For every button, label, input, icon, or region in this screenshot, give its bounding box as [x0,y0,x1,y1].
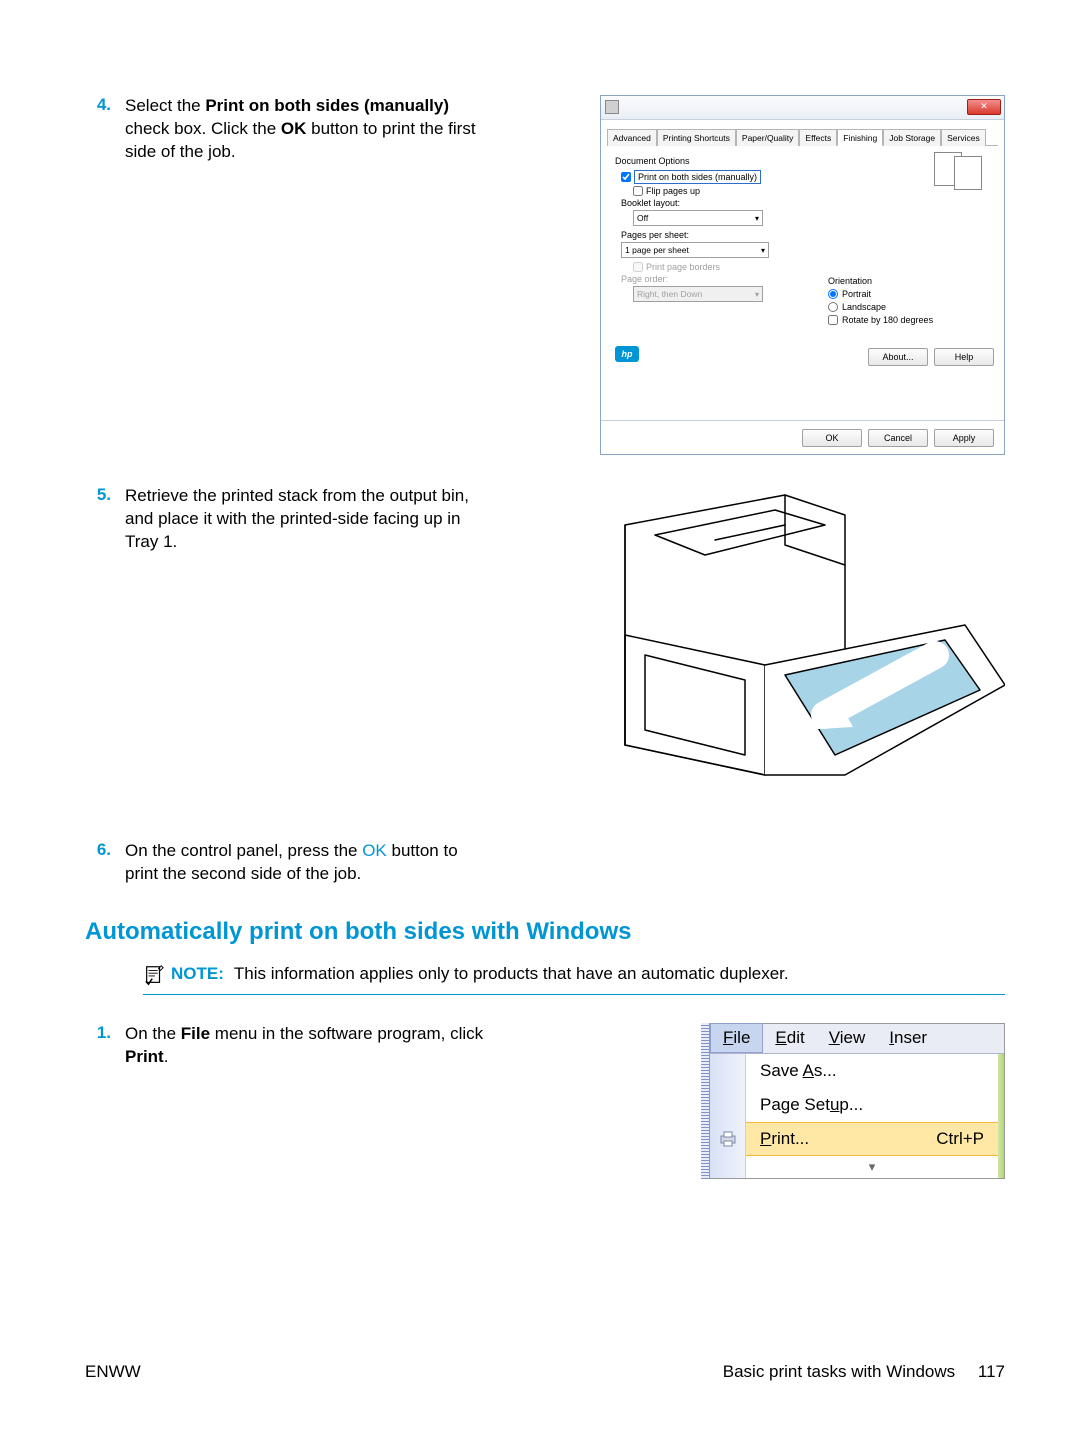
tab-shortcuts[interactable]: Printing Shortcuts [657,129,736,146]
print-borders-checkbox [633,262,643,272]
step-5-row: 5. Retrieve the printed stack from the o… [85,485,1005,810]
close-button[interactable]: ✕ [967,99,1001,115]
note-icon [143,964,165,986]
page-preview-icon [934,152,986,194]
print-icon [718,1130,738,1148]
tab-effects[interactable]: Effects [799,129,837,146]
portrait-radio[interactable] [828,289,838,299]
orientation-label: Orientation [828,276,988,286]
flip-pages-label: Flip pages up [646,186,700,196]
step-1b-text: On the File menu in the software program… [125,1023,490,1069]
step-4-row: 4. Select the Print on both sides (manua… [85,95,1005,455]
tab-finishing[interactable]: Finishing [837,129,883,146]
file-dropdown: Save As... Page Setup... [710,1054,1004,1178]
landscape-radio[interactable] [828,302,838,312]
booklet-layout-combo[interactable]: Off▾ [633,210,763,226]
rotate-checkbox[interactable] [828,315,838,325]
tab-advanced[interactable]: Advanced [607,129,657,146]
apply-button[interactable]: Apply [934,429,994,447]
note-row: NOTE: This information applies only to p… [143,964,1005,995]
step-1b-number: 1. [85,1023,125,1043]
printer-illustration [585,485,1005,810]
help-button[interactable]: Help [934,348,994,366]
footer-page-number: 117 [978,1362,1005,1381]
step-5-text: Retrieve the printed stack from the outp… [125,485,490,554]
dialog-titlebar: ✕ [601,96,1004,120]
page-footer: ENWW Basic print tasks with Windows 117 [85,1362,1005,1382]
dialog-body: Document Options Print on both sides (ma… [601,146,1004,406]
menu-item-page-setup[interactable]: Page Setup... [710,1088,998,1122]
note-text: This information applies only to product… [234,964,789,984]
print-both-sides-checkbox[interactable] [621,172,631,182]
print-borders-label: Print page borders [646,262,720,272]
menu-view[interactable]: View [817,1024,878,1052]
portrait-label: Portrait [842,289,871,299]
landscape-row[interactable]: Landscape [828,302,988,312]
tab-services[interactable]: Services [941,129,986,146]
dialog-footer: OK Cancel Apply [601,420,1004,454]
rotate-label: Rotate by 180 degrees [842,315,933,325]
printer-icon [605,100,619,114]
print-borders-row: Print page borders [633,262,990,272]
print-dialog: ✕ Advanced Printing Shortcuts Paper/Qual… [600,95,1005,455]
orientation-group: Orientation Portrait Landscape Rotate by… [828,276,988,328]
pages-per-sheet-label: Pages per sheet: [621,230,990,240]
step-1b-row: 1. On the File menu in the software prog… [85,1023,1005,1179]
rotate-row[interactable]: Rotate by 180 degrees [828,315,988,325]
about-button[interactable]: About... [868,348,928,366]
flip-pages-checkbox[interactable] [633,186,643,196]
right-edge-decor [998,1054,1004,1178]
menu-item-save-as[interactable]: Save As... [710,1054,998,1088]
step-4-figure: ✕ Advanced Printing Shortcuts Paper/Qual… [600,95,1005,455]
step-6-number: 6. [85,840,125,860]
booklet-layout-label: Booklet layout: [621,198,990,208]
step-4-text: Select the Print on both sides (manually… [125,95,490,164]
portrait-row[interactable]: Portrait [828,289,988,299]
menu-item-print[interactable]: Print... Ctrl+P [710,1122,998,1156]
file-menu-figure: File Edit View Inser Save As... [701,1023,1005,1179]
chevron-down-icon: ▾ [755,214,759,223]
section-heading: Automatically print on both sides with W… [85,918,1005,946]
toolbar-grip-icon [701,1023,709,1179]
chevron-down-icon: ▾ [746,1156,998,1178]
tab-paper-quality[interactable]: Paper/Quality [736,129,800,146]
footer-left: ENWW [85,1362,141,1382]
print-both-sides-label: Print on both sides (manually) [634,170,761,184]
menu-expand[interactable]: ▾ [710,1156,998,1178]
tab-job-storage[interactable]: Job Storage [883,129,941,146]
menubar: File Edit View Inser [710,1024,1004,1054]
step-5-number: 5. [85,485,125,505]
landscape-label: Landscape [842,302,886,312]
pages-per-sheet-combo[interactable]: 1 page per sheet▾ [621,242,769,258]
menu-insert[interactable]: Inser [877,1024,939,1052]
ok-button[interactable]: OK [802,429,862,447]
chevron-down-icon: ▾ [755,290,759,299]
page-order-combo: Right, then Down▾ [633,286,763,302]
file-menu: File Edit View Inser Save As... [709,1023,1005,1179]
step-6-row: 6. On the control panel, press the OK bu… [85,840,1005,886]
dialog-tabs: Advanced Printing Shortcuts Paper/Qualit… [607,128,998,146]
step-4-number: 4. [85,95,125,115]
menu-edit[interactable]: Edit [763,1024,816,1052]
footer-right: Basic print tasks with Windows [723,1362,955,1381]
menu-file[interactable]: File [710,1023,763,1053]
hp-logo-icon: hp [615,346,639,362]
chevron-down-icon: ▾ [761,246,765,255]
note-label: NOTE: [171,964,224,984]
cancel-button[interactable]: Cancel [868,429,928,447]
print-shortcut: Ctrl+P [936,1122,998,1156]
step-6-text: On the control panel, press the OK butto… [125,840,490,886]
